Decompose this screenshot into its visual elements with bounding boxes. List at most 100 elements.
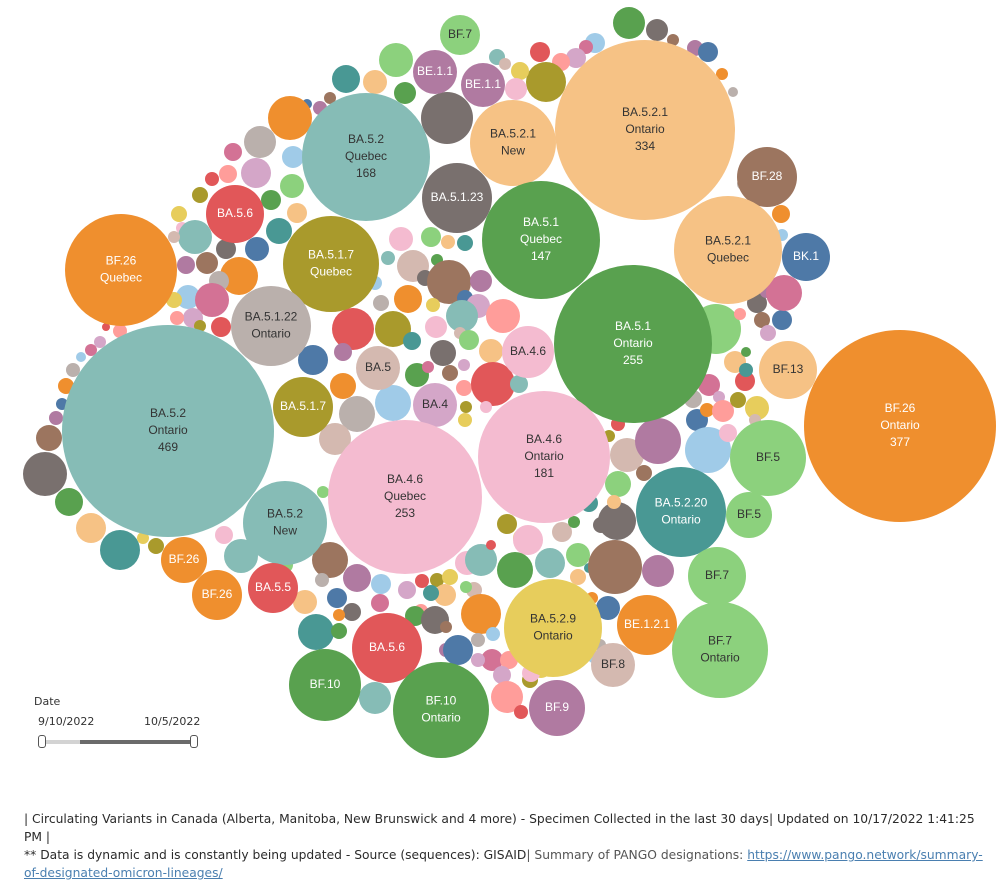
bubble-circle[interactable]: [231, 286, 311, 366]
variant-bubble[interactable]: [327, 588, 347, 608]
variant-bubble[interactable]: [332, 308, 374, 350]
variant-bubble[interactable]: [324, 92, 336, 104]
variant-bubble[interactable]: [394, 82, 416, 104]
bubble-circle[interactable]: [273, 377, 333, 437]
variant-bubble[interactable]: [280, 174, 304, 198]
variant-bubble[interactable]: [196, 252, 218, 274]
variant-bubble[interactable]: [224, 143, 242, 161]
variant-bubble[interactable]: [754, 312, 770, 328]
variant-bubble[interactable]: [339, 396, 375, 432]
variant-bubble[interactable]: [471, 653, 485, 667]
variant-bubble[interactable]: [497, 552, 533, 588]
variant-bubble[interactable]: [343, 564, 371, 592]
variant-bubble[interactable]: [646, 19, 668, 41]
variant-bubble[interactable]: [457, 235, 473, 251]
variant-bubble[interactable]: [405, 606, 425, 626]
variant-bubble[interactable]: [192, 187, 208, 203]
variant-bubble[interactable]: [607, 495, 621, 509]
variant-bubble[interactable]: [713, 391, 725, 403]
variant-bubble[interactable]: [268, 96, 312, 140]
variant-bubble[interactable]: [570, 569, 586, 585]
variant-bubble[interactable]: [430, 573, 444, 587]
variant-bubble[interactable]: [465, 544, 497, 576]
variant-bubble[interactable]: [137, 532, 149, 544]
variant-bubble[interactable]: [205, 172, 219, 186]
bubble-circle[interactable]: [636, 467, 726, 557]
bubble-circle[interactable]: [591, 643, 635, 687]
bubble-circle[interactable]: [482, 181, 600, 299]
variant-bubble[interactable]: [480, 401, 492, 413]
variant-bubble[interactable]: [244, 126, 276, 158]
bubble-circle[interactable]: [161, 537, 207, 583]
variant-bubble[interactable]: [94, 336, 106, 348]
variant-bubble[interactable]: [49, 411, 63, 425]
variant-bubble[interactable]: [667, 34, 679, 46]
variant-bubble[interactable]: [458, 413, 472, 427]
variant-bubble[interactable]: [716, 68, 728, 80]
bubble-circle[interactable]: [289, 649, 361, 721]
variant-bubble[interactable]: [423, 585, 439, 601]
variant-bubble[interactable]: [194, 320, 206, 332]
variant-bubble[interactable]: [426, 298, 440, 312]
bubble-circle[interactable]: [555, 40, 735, 220]
variant-bubble[interactable]: [766, 275, 802, 311]
bubble-circle[interactable]: [413, 50, 457, 94]
variant-bubble-bf-28[interactable]: BF.28: [737, 147, 797, 207]
variant-bubble[interactable]: [363, 70, 387, 94]
variant-bubble[interactable]: [734, 308, 746, 320]
variant-bubble[interactable]: [636, 465, 652, 481]
variant-bubble[interactable]: [712, 400, 734, 422]
variant-bubble[interactable]: [719, 424, 737, 442]
variant-bubble[interactable]: [389, 227, 413, 251]
variant-bubble[interactable]: [176, 285, 200, 309]
bubble-circle[interactable]: [502, 326, 554, 378]
variant-bubble[interactable]: [261, 190, 281, 210]
variant-bubble[interactable]: [685, 427, 731, 473]
variant-bubble[interactable]: [333, 609, 345, 621]
variant-bubble[interactable]: [460, 401, 472, 413]
variant-bubble[interactable]: [23, 452, 67, 496]
bubble-circle[interactable]: [461, 63, 505, 107]
variant-bubble[interactable]: [598, 502, 636, 540]
variant-bubble[interactable]: [170, 311, 184, 325]
variant-bubble[interactable]: [698, 42, 718, 62]
variant-bubble-ba-5-1-7[interactable]: BA.5.1.7: [273, 377, 333, 437]
variant-bubble[interactable]: [772, 205, 790, 223]
bubble-circle[interactable]: [62, 325, 274, 537]
variant-bubble[interactable]: [100, 530, 140, 570]
variant-bubble[interactable]: [613, 7, 645, 39]
variant-bubble-be-1-1[interactable]: BE.1.1: [413, 50, 457, 94]
variant-bubble[interactable]: [593, 517, 609, 533]
variant-bubble[interactable]: [359, 682, 391, 714]
variant-bubble[interactable]: [566, 48, 586, 68]
variant-bubble[interactable]: [76, 513, 106, 543]
variant-bubble[interactable]: [460, 581, 472, 593]
variant-bubble-ba-4-6[interactable]: BA.4.6: [502, 326, 554, 378]
variant-bubble-ba-5-5[interactable]: BA.5.5: [248, 563, 298, 613]
variant-bubble[interactable]: [456, 380, 472, 396]
bubble-circle[interactable]: [529, 680, 585, 736]
variant-bubble-bf-13[interactable]: BF.13: [759, 341, 817, 399]
variant-bubble[interactable]: [216, 239, 236, 259]
bubble-circle[interactable]: [302, 93, 430, 221]
bubble-circle[interactable]: [726, 492, 772, 538]
bubble-circle[interactable]: [393, 662, 489, 758]
bubble-circle[interactable]: [759, 341, 817, 399]
variant-bubble[interactable]: [526, 62, 566, 102]
bubble-circle[interactable]: [737, 147, 797, 207]
variant-bubble[interactable]: [66, 363, 80, 377]
variant-bubble[interactable]: [434, 584, 456, 606]
variant-bubble[interactable]: [373, 295, 389, 311]
bubble-circle[interactable]: [478, 391, 610, 523]
bubble-circle[interactable]: [554, 265, 712, 423]
variant-bubble[interactable]: [497, 514, 517, 534]
variant-bubble[interactable]: [398, 581, 416, 599]
variant-bubble[interactable]: [331, 623, 347, 639]
